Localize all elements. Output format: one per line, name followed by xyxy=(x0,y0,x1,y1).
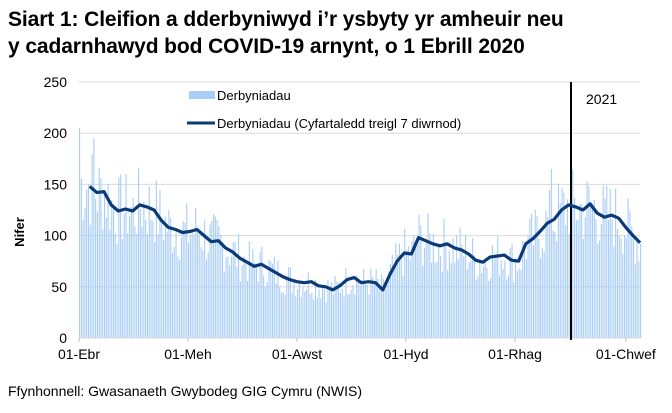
legend-bar-label: Derbyniadau xyxy=(217,88,291,103)
y-tick-label: 200 xyxy=(44,125,68,141)
x-tick-label: 01-Hyd xyxy=(383,346,428,362)
x-tick-label: 01-Chwef xyxy=(596,346,656,362)
y-tick-label: 250 xyxy=(44,74,68,90)
y-tick-label: 150 xyxy=(44,176,68,192)
y-tick-label: 50 xyxy=(51,279,67,295)
chart-title: Siart 1: Cleifion a dderbyniwyd i’r ysby… xyxy=(8,6,668,60)
y-tick-label: 0 xyxy=(59,330,67,346)
legend-line-label: Derbyniadau (Cyfartaledd treigl 7 diwrno… xyxy=(217,116,461,131)
x-tick-label: 01-Meh xyxy=(164,346,211,362)
year-label: 2021 xyxy=(586,91,617,107)
source-note: Ffynhonnell: Gwasanaeth Gwybodeg GIG Cym… xyxy=(8,383,363,399)
x-tick-label: 01-Rhag xyxy=(488,346,542,362)
x-tick-label: 01-Awst xyxy=(272,346,322,362)
y-tick-label: 100 xyxy=(44,228,68,244)
legend: Derbyniadau Derbyniadau (Cyfartaledd tre… xyxy=(187,88,461,131)
y-axis-ticks: 0 50 100 150 200 250 xyxy=(44,74,68,346)
legend-bar-swatch xyxy=(189,91,215,99)
chart-title-line-1: Siart 1: Cleifion a dderbyniwyd i’r ysby… xyxy=(8,8,564,31)
y-axis-label: Nifer xyxy=(12,217,27,247)
rolling-average-line xyxy=(88,185,642,292)
daily-admissions-bars xyxy=(79,128,642,338)
chart-title-line-2: y cadarnhawyd bod COVID-19 arnynt, o 1 E… xyxy=(8,35,525,58)
x-axis-ticks: 01-Ebr 01-Meh 01-Awst 01-Hyd 01-Rhag 01-Chwef xyxy=(58,338,656,362)
x-tick-label: 01-Ebr xyxy=(58,346,100,362)
